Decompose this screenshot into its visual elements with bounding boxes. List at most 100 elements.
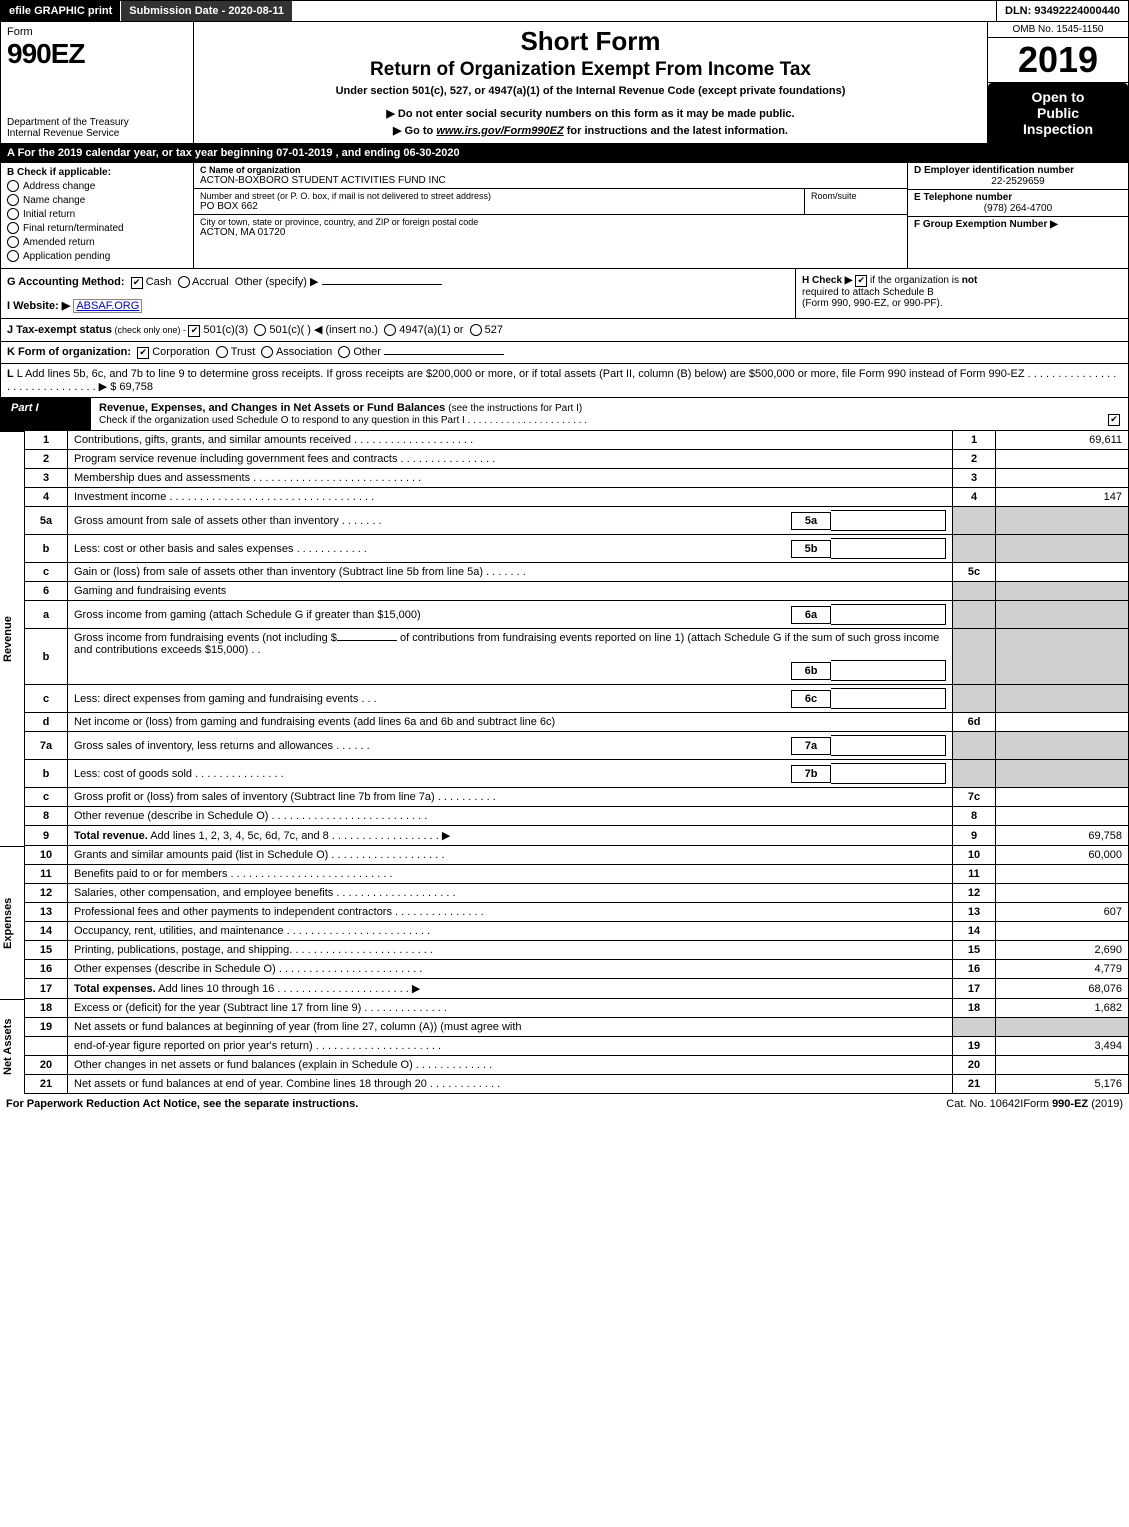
row-g-h: G Accounting Method: Cash Accrual Other …	[0, 269, 1129, 319]
association-radio[interactable]	[261, 346, 273, 358]
table-row: 1Contributions, gifts, grants, and simil…	[25, 431, 1129, 450]
4947-radio[interactable]	[384, 324, 396, 336]
amount-21: 5,176	[996, 1075, 1129, 1094]
501c3-checkbox[interactable]	[188, 325, 200, 337]
room-suite-label: Room/suite	[811, 191, 901, 201]
check-amended-return[interactable]: Amended return	[7, 236, 187, 248]
part-1-title: Revenue, Expenses, and Changes in Net As…	[91, 398, 1128, 430]
row-i: I Website: ▶ ABSAF.ORG	[7, 299, 789, 312]
header-center: Short Form Return of Organization Exempt…	[194, 22, 987, 143]
dept-treasury: Department of the Treasury	[7, 117, 187, 128]
title-return: Return of Organization Exempt From Incom…	[200, 59, 981, 81]
501c-radio[interactable]	[254, 324, 266, 336]
input-6b[interactable]	[831, 660, 946, 681]
corporation-checkbox[interactable]	[137, 347, 149, 359]
subtitle-code: Under section 501(c), 527, or 4947(a)(1)…	[200, 85, 981, 97]
row-l: L L Add lines 5b, 6c, and 7b to line 9 t…	[0, 364, 1129, 398]
accounting-accrual-radio[interactable]	[178, 276, 190, 288]
irs-link[interactable]: www.irs.gov/Form990EZ	[436, 125, 563, 137]
accounting-other-input[interactable]	[322, 284, 442, 285]
table-row: 13Professional fees and other payments t…	[25, 903, 1129, 922]
other-org-radio[interactable]	[338, 346, 350, 358]
form-ref: Form 990-EZ (2019)	[1023, 1098, 1123, 1110]
expenses-tab: Expenses	[0, 846, 25, 999]
table-row: 9Total revenue. Total revenue. Add lines…	[25, 826, 1129, 846]
527-radio[interactable]	[470, 324, 482, 336]
input-5a[interactable]	[831, 510, 946, 531]
netassets-group: Net Assets 18Excess or (deficit) for the…	[0, 999, 1129, 1094]
table-row: 7aGross sales of inventory, less returns…	[25, 732, 1129, 760]
expenses-table: 10Grants and similar amounts paid (list …	[25, 846, 1129, 999]
table-row: 2Program service revenue including gover…	[25, 450, 1129, 469]
table-row: 15Printing, publications, postage, and s…	[25, 941, 1129, 960]
amount-13: 607	[996, 903, 1129, 922]
form-word: Form	[7, 26, 187, 38]
table-row: bLess: cost or other basis and sales exp…	[25, 535, 1129, 563]
row-a-tax-year: A For the 2019 calendar year, or tax yea…	[0, 144, 1129, 163]
form-number: 990EZ	[7, 38, 187, 70]
table-row: bGross income from fundraising events (n…	[25, 629, 1129, 685]
schedule-o-checkbox[interactable]	[1108, 414, 1120, 426]
title-short-form: Short Form	[200, 26, 981, 57]
table-row: cGain or (loss) from sale of assets othe…	[25, 563, 1129, 582]
revenue-tab: Revenue	[0, 431, 25, 846]
section-b: B Check if applicable: Address change Na…	[1, 163, 194, 268]
input-5b[interactable]	[831, 538, 946, 559]
check-name-change[interactable]: Name change	[7, 194, 187, 206]
table-row: 12Salaries, other compensation, and empl…	[25, 884, 1129, 903]
table-row: end-of-year figure reported on prior yea…	[25, 1037, 1129, 1056]
input-6a[interactable]	[831, 604, 946, 625]
table-row: cGross profit or (loss) from sales of in…	[25, 788, 1129, 807]
input-6b-contrib[interactable]	[337, 640, 397, 641]
amount-15: 2,690	[996, 941, 1129, 960]
group-exemption-row: F Group Exemption Number ▶	[908, 217, 1128, 268]
amount-19: 3,494	[996, 1037, 1129, 1056]
street-row: Number and street (or P. O. box, if mail…	[194, 189, 907, 215]
top-bar: efile GRAPHIC print Submission Date - 20…	[0, 0, 1129, 22]
city-value: ACTON, MA 01720	[200, 227, 901, 238]
schedule-b-checkbox[interactable]	[855, 275, 867, 287]
dept-irs: Internal Revenue Service	[7, 128, 187, 139]
input-6c[interactable]	[831, 688, 946, 709]
efile-print-button[interactable]: efile GRAPHIC print	[1, 1, 121, 21]
spacer	[293, 1, 996, 21]
check-final-return[interactable]: Final return/terminated	[7, 222, 187, 234]
city-row: City or town, state or province, country…	[194, 215, 907, 240]
table-row: 8Other revenue (describe in Schedule O) …	[25, 807, 1129, 826]
form-header: Form 990EZ Department of the Treasury In…	[0, 22, 1129, 144]
website-link[interactable]: ABSAF.ORG	[73, 299, 142, 313]
check-address-change[interactable]: Address change	[7, 180, 187, 192]
table-row: cLess: direct expenses from gaming and f…	[25, 685, 1129, 713]
input-7a[interactable]	[831, 735, 946, 756]
page-footer: For Paperwork Reduction Act Notice, see …	[0, 1094, 1129, 1114]
table-row: 21Net assets or fund balances at end of …	[25, 1075, 1129, 1094]
submission-date-button[interactable]: Submission Date - 2020-08-11	[121, 1, 293, 21]
amount-17: 68,076	[996, 979, 1129, 999]
input-7b[interactable]	[831, 763, 946, 784]
cat-no: Cat. No. 10642I	[946, 1098, 1023, 1110]
check-application-pending[interactable]: Application pending	[7, 250, 187, 262]
table-row: 16Other expenses (describe in Schedule O…	[25, 960, 1129, 979]
trust-radio[interactable]	[216, 346, 228, 358]
part-1-header: Part I Revenue, Expenses, and Changes in…	[0, 398, 1129, 431]
omb-number: OMB No. 1545-1150	[988, 22, 1128, 38]
table-row: dNet income or (loss) from gaming and fu…	[25, 713, 1129, 732]
ein-value: 22-2529659	[914, 176, 1122, 187]
table-row: 19Net assets or fund balances at beginni…	[25, 1018, 1129, 1037]
header-right: OMB No. 1545-1150 2019 Open to Public In…	[987, 22, 1128, 143]
table-row: 11Benefits paid to or for members . . . …	[25, 865, 1129, 884]
revenue-table: 1Contributions, gifts, grants, and simil…	[25, 431, 1129, 846]
check-initial-return[interactable]: Initial return	[7, 208, 187, 220]
paperwork-notice: For Paperwork Reduction Act Notice, see …	[6, 1098, 946, 1110]
amount-18: 1,682	[996, 999, 1129, 1018]
table-row: 20Other changes in net assets or fund ba…	[25, 1056, 1129, 1075]
amount-4: 147	[996, 488, 1129, 507]
table-row: 18Excess or (deficit) for the year (Subt…	[25, 999, 1129, 1018]
row-h: H Check ▶ if the organization is not req…	[796, 269, 1128, 318]
header-left: Form 990EZ Department of the Treasury In…	[1, 22, 194, 143]
accounting-cash-checkbox[interactable]	[131, 277, 143, 289]
other-org-input[interactable]	[384, 354, 504, 355]
table-row: 10Grants and similar amounts paid (list …	[25, 846, 1129, 865]
netassets-table: 18Excess or (deficit) for the year (Subt…	[25, 999, 1129, 1094]
section-b-label: B Check if applicable:	[7, 167, 187, 178]
